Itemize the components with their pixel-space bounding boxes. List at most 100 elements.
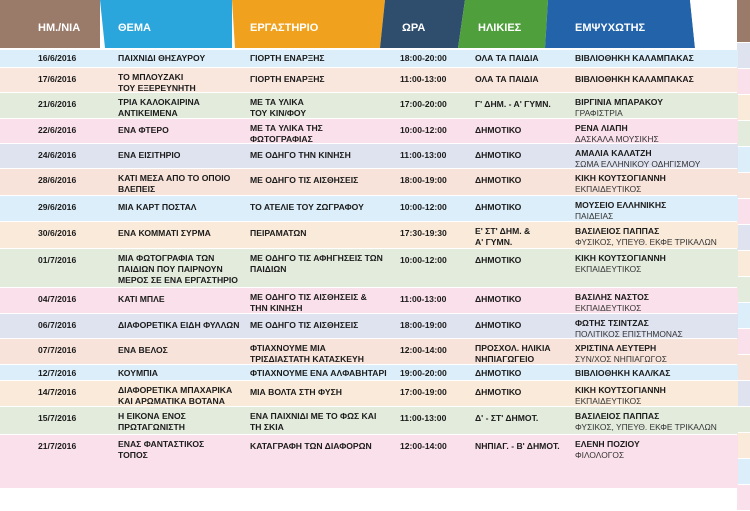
- workshop-cell-line: ΜΙΑ ΒΟΛΤΑ ΣΤΗ ΦΥΣΗ: [250, 387, 342, 397]
- theme-cell-line: ΠΑΙΔΙΩΝ ΠΟΥ ΠΑΙΡΝΟΥΝ: [118, 264, 223, 274]
- workshop-header-bg: [232, 0, 385, 48]
- time-cell: 17:30-19:30: [400, 228, 447, 238]
- table-row: 24/6/2016 ΕΝΑ ΕΙΣΙΤΗΡΙΟ ΜΕ ΟΔΗΓΟ ΤΗΝ ΚΙΝΗΣ…: [0, 144, 738, 169]
- table-row: 07/7/2016 ΕΝΑ ΒΕΛΟΣ ΦΤΙΑΧΝΟΥΜΕ ΜΙΑ ΤΡΙΣΔΙΑΣ…: [0, 339, 738, 364]
- time-cell: 10:00-12:00: [400, 125, 447, 135]
- strip-segment: [737, 121, 750, 146]
- theme-cell-line: ΕΝΑΣ ΦΑΝΤΑΣΤΙΚΟΣ: [118, 439, 205, 449]
- host-role: ΕΚΠΑΙΔΕΥΤΙΚΟΣ: [575, 396, 642, 406]
- time-header-bg: [380, 0, 465, 48]
- host-cell: ΒΑΣΙΛΕΙΟΣ ΠΑΠΠΑΣ ΦΥΣΙΚΟΣ, ΥΠΕΥΘ. ΕΚΦΕ ΤΡΙ…: [575, 411, 717, 433]
- time-cell: 11:00-13:00: [400, 150, 447, 160]
- strip-segment: [737, 277, 750, 302]
- workshop-cell-line: ΤΟΥ ΚΙΝ/ΦΟΥ: [250, 108, 307, 118]
- host-name: ΜΟΥΣΕΙΟ ΕΛΛΗΝΙΚΗΣ: [575, 200, 667, 210]
- age-cell: ΔΗΜΟΤΙΚΟ: [475, 294, 521, 305]
- date-cell: 16/6/2016: [38, 53, 77, 63]
- theme-cell-line: ΚΑΤΙ ΜΕΣΑ ΑΠΟ ΤΟ ΟΠΟΙΟ: [118, 173, 231, 183]
- host-cell: ΒΙΒΛΙΟΘΗΚΗ ΚΑΛΑΜΠΑΚΑΣ: [575, 53, 694, 64]
- strip-segment: [737, 459, 750, 484]
- age-cell: ΝΗΠΙΑΓ. - Β' ΔΗΜΟΤ.: [475, 441, 560, 452]
- theme-cell-line: ΤΡΙΑ ΚΑΛΟΚΑΙΡΙΝΑ: [118, 97, 200, 107]
- workshop-column-header: ΕΡΓΑΣΤΗΡΙΟ: [250, 22, 319, 34]
- theme-cell: ΕΝΑ ΦΤΕΡΟ: [118, 125, 169, 136]
- age-cell-line: ΝΗΠΙΑΓ. - Β' ΔΗΜΟΤ.: [475, 441, 560, 451]
- table-row: 16/6/2016 ΠΑΙΧΝΙΔΙ ΘΗΣΑΥΡΟΥ ΓΙΟΡΤΗ ΕΝΑΡΞΗΣ…: [0, 50, 738, 67]
- theme-cell: ΔΙΑΦΟΡΕΤΙΚΑ ΕΙΔΗ ΦΥΛΛΩΝ: [118, 320, 239, 331]
- strip-segment: [737, 355, 750, 380]
- theme-cell: ΕΝΑΣ ΦΑΝΤΑΣΤΙΚΟΣ ΤΟΠΟΣ: [118, 439, 204, 461]
- theme-cell: ΚΟΥΜΠΙΑ: [118, 368, 158, 379]
- date-cell: 12/7/2016: [38, 368, 77, 378]
- theme-cell-line: Η ΕΙΚΟΝΑ ΕΝΟΣ: [118, 411, 186, 421]
- host-name: ΧΡΙΣΤΙΝΑ ΛΕΥΤΕΡΗ: [575, 343, 657, 353]
- workshop-cell-line: ΓΙΟΡΤΗ ΕΝΑΡΞΗΣ: [250, 74, 325, 84]
- age-cell-line: ΔΗΜΟΤΙΚΟ: [475, 125, 522, 135]
- workshop-cell-line: ΠΑΙΔΙΩΝ: [250, 264, 287, 274]
- host-role: ΣΥΝ/ΧΟΣ ΝΗΠΙΑΓΩΓΟΣ: [575, 354, 667, 364]
- theme-cell-line: ΕΝΑ ΒΕΛΟΣ: [118, 345, 168, 355]
- strip-segment: [737, 95, 750, 120]
- strip-segment: [737, 0, 750, 42]
- strip-segment: [737, 173, 750, 198]
- theme-cell-line: ΕΝΑ ΚΟΜΜΑΤΙ ΣΥΡΜΑ: [118, 228, 211, 238]
- time-cell: 11:00-13:00: [400, 413, 447, 423]
- host-role: ΦΥΣΙΚΟΣ, ΥΠΕΥΘ. ΕΚΦΕ ΤΡΙΚΑΛΩΝ: [575, 422, 717, 432]
- host-cell: ΚΙΚΗ ΚΟΥΤΣΟΓΙΑΝΝΗ ΕΚΠΑΙΔΕΥΤΙΚΟΣ: [575, 385, 666, 407]
- age-cell: ΔΗΜΟΤΙΚΟ: [475, 150, 521, 161]
- theme-cell: ΚΑΤΙ ΜΕΣΑ ΑΠΟ ΤΟ ΟΠΟΙΟ ΒΛΕΠΕΙΣ: [118, 173, 230, 195]
- host-name: ΑΜΑΛΙΑ ΚΑΛΑΤΖΗ: [575, 148, 652, 158]
- theme-cell: ΜΙΑ ΦΩΤΟΓΡΑΦΙΑ ΤΩΝ ΠΑΙΔΙΩΝ ΠΟΥ ΠΑΙΡΝΟΥΝ ΜΕ…: [118, 253, 238, 286]
- age-cell-line: ΝΗΠΙΑΓΩΓΕΙΟ: [475, 354, 535, 364]
- workshop-cell: ΓΙΟΡΤΗ ΕΝΑΡΞΗΣ: [250, 53, 325, 64]
- workshop-cell: ΠΕΙΡΑΜΑΤΩΝ: [250, 228, 306, 239]
- table-row: 06/7/2016 ΔΙΑΦΟΡΕΤΙΚΑ ΕΙΔΗ ΦΥΛΛΩΝ ΜΕ ΟΔΗΓΟ…: [0, 314, 738, 340]
- age-cell-line: ΔΗΜΟΤΙΚΟ: [475, 202, 522, 212]
- workshop-cell: ΜΕ ΟΔΗΓΟ ΤΙΣ ΑΙΣΘΗΣΕΙΣ: [250, 175, 358, 186]
- date-cell: 04/7/2016: [38, 294, 77, 304]
- date-cell: 14/7/2016: [38, 387, 77, 397]
- host-name: ΒΙΡΓΙΝΙΑ ΜΠΑΡΑΚΟΥ: [575, 97, 663, 107]
- workshop-cell-line: ΤΡΙΣΔΙΑΣΤΑΤΗ ΚΑΤΑΣΚΕΥΗ: [250, 354, 364, 364]
- theme-cell-line: ΒΛΕΠΕΙΣ: [118, 184, 156, 194]
- table-row: 28/6/2016 ΚΑΤΙ ΜΕΣΑ ΑΠΟ ΤΟ ΟΠΟΙΟ ΒΛΕΠΕΙΣ ΜΕ…: [0, 169, 738, 195]
- host-cell: ΜΟΥΣΕΙΟ ΕΛΛΗΝΙΚΗΣ ΠΑΙΔΕΙΑΣ: [575, 200, 666, 222]
- theme-cell-line: ΕΝΑ ΦΤΕΡΟ: [118, 125, 169, 135]
- theme-cell-line: ΚΑΤΙ ΜΠΛΕ: [118, 294, 165, 304]
- host-name: ΒΙΒΛΙΟΘΗΚΗ ΚΑΛΑΜΠΑΚΑΣ: [575, 74, 694, 84]
- theme-cell-line: ΚΟΥΜΠΙΑ: [118, 368, 158, 378]
- table-row: 01/7/2016 ΜΙΑ ΦΩΤΟΓΡΑΦΙΑ ΤΩΝ ΠΑΙΔΙΩΝ ΠΟΥ Π…: [0, 249, 738, 287]
- host-name: ΒΙΒΛΙΟΘΗΚΗ ΚΑΛ/ΚΑΣ: [575, 368, 671, 378]
- age-cell-line: ΔΗΜΟΤΙΚΟ: [475, 175, 522, 185]
- age-cell: Ε' ΣΤ' ΔΗΜ. & Α' ΓΥΜΝ.: [475, 226, 530, 248]
- host-cell: ΧΡΙΣΤΙΝΑ ΛΕΥΤΕΡΗ ΣΥΝ/ΧΟΣ ΝΗΠΙΑΓΩΓΟΣ: [575, 343, 667, 365]
- host-cell: ΒΙΒΛΙΟΘΗΚΗ ΚΑΛ/ΚΑΣ: [575, 368, 670, 379]
- workshop-cell: ΜΕ ΟΔΗΓΟ ΤΗΝ ΚΙΝΗΣΗ: [250, 150, 351, 161]
- workshop-cell: ΜΙΑ ΒΟΛΤΑ ΣΤΗ ΦΥΣΗ: [250, 387, 342, 398]
- host-name: ΒΑΣΙΛΗΣ ΝΑΣΤΟΣ: [575, 292, 649, 302]
- theme-column-header: ΘΕΜΑ: [118, 22, 151, 34]
- age-cell: ΔΗΜΟΤΙΚΟ: [475, 255, 521, 266]
- host-role: ΕΚΠΑΙΔΕΥΤΙΚΟΣ: [575, 184, 642, 194]
- date-column-header: ΗΜ./ΝΙΑ: [38, 22, 81, 34]
- workshop-cell-line: ΜΕ ΟΔΗΓΟ ΤΙΣ ΑΙΣΘΗΣΕΙΣ: [250, 320, 359, 330]
- theme-cell-line: ΚΑΙ ΑΡΩΜΑΤΙΚΑ ΒΟΤΑΝΑ: [118, 396, 225, 406]
- theme-cell: ΤΡΙΑ ΚΑΛΟΚΑΙΡΙΝΑ ΑΝΤΙΚΕΙΜΕΝΑ: [118, 97, 200, 119]
- age-cell: ΔΗΜΟΤΙΚΟ: [475, 387, 521, 398]
- side-color-strip: [737, 0, 750, 511]
- workshop-cell-line: ΜΕ ΟΔΗΓΟ ΤΙΣ ΑΙΣΘΗΣΕΙΣ &: [250, 292, 367, 302]
- theme-cell-line: ΤΟ ΜΠΛΟΥΖΑΚΙ: [118, 72, 184, 82]
- host-cell: ΦΩΤΗΣ ΤΣΙΝΤΖΑΣ ΠΟΛΙΤΙΚΟΣ ΕΠΙΣΤΗΜΟΝΑΣ: [575, 318, 683, 340]
- theme-cell-line: ΜΕΡΟΣ ΣΕ ΕΝΑ ΕΡΓΑΣΤΗΡΙΟ: [118, 275, 238, 285]
- age-cell: ΔΗΜΟΤΙΚΟ: [475, 202, 521, 213]
- theme-cell: ΚΑΤΙ ΜΠΛΕ: [118, 294, 165, 305]
- workshop-cell-line: ΦΤΙΑΧΝΟΥΜΕ ΕΝΑ ΑΛΦΑΒΗΤΑΡΙ: [250, 368, 387, 378]
- host-name: ΡΕΝΑ ΛΙΑΠΗ: [575, 123, 628, 133]
- theme-cell-line: ΠΡΩΤΑΓΩΝΙΣΤΗ: [118, 422, 185, 432]
- host-role: ΕΚΠΑΙΔΕΥΤΙΚΟΣ: [575, 303, 642, 313]
- workshop-cell-line: ΤΗΝ ΚΙΝΗΣΗ: [250, 303, 303, 313]
- host-role: ΣΩΜΑ ΕΛΛΗΝΙΚΟΥ ΟΔΗΓΙΣΜΟΥ: [575, 159, 701, 169]
- date-cell: 21/6/2016: [38, 99, 77, 109]
- strip-segment: [737, 329, 750, 354]
- theme-cell-line: ΔΙΑΦΟΡΕΤΙΚΑ ΕΙΔΗ ΦΥΛΛΩΝ: [118, 320, 240, 330]
